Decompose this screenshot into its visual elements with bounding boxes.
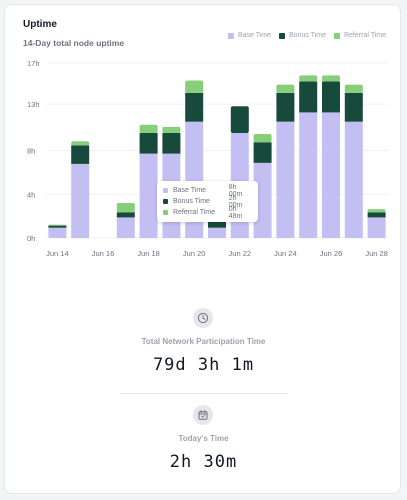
bar-segment-base-time <box>116 217 135 238</box>
tooltip-label-base: Base Time <box>172 187 207 194</box>
network-time-value: 79d 3h 1m <box>152 355 255 375</box>
bar-segment-base-time <box>344 121 363 238</box>
bar-segment-base-time <box>71 163 90 238</box>
bar-segment-referral-time <box>276 84 295 93</box>
bar-segment-base-time <box>299 112 318 238</box>
network-time-label: Total Network Participation Time <box>141 337 266 346</box>
x-tick-label: Jun 24 <box>274 249 297 258</box>
bar-segment-bonus-time <box>253 142 272 163</box>
bar-segment-referral-time <box>185 80 204 93</box>
card-title: Uptime <box>23 19 57 30</box>
bar-segment-base-time <box>208 227 226 238</box>
uptime-bar-chart: 17h 13h 8h 4h 0h Jun 14 Jun 16 Jun 18 Jun 20 Jun … <box>27 59 388 258</box>
bar-segment-base-time <box>253 162 272 238</box>
bar-segment-bonus-time <box>185 92 204 122</box>
tooltip-label-referral: Referral Time <box>172 209 215 216</box>
tooltip-swatch-referral <box>163 210 168 215</box>
bar-segment-bonus-time <box>344 92 363 122</box>
today-time-value: 2h 30m <box>169 452 238 472</box>
legend-swatch-referral <box>333 32 340 39</box>
bar-segment-referral-time <box>71 141 90 146</box>
x-tick-label: Jun 26 <box>320 249 343 258</box>
bar-segment-bonus-time <box>71 145 90 164</box>
bar-segment-referral-time <box>322 75 340 82</box>
bar-segment-base-time <box>276 121 295 238</box>
y-tick-label: 4h <box>27 190 35 199</box>
tooltip-row-base: Base Time 8h 00m <box>163 183 252 198</box>
uptime-card: Uptime 14-Day total node uptime Base Tim… <box>4 4 401 494</box>
y-tick-label: 17h <box>27 59 40 68</box>
bar-segment-bonus-time <box>299 81 318 113</box>
tooltip-value-base: 8h 00m <box>228 183 243 198</box>
legend-label-bonus: Bonus Time <box>289 32 326 39</box>
tooltip-value-bonus: 2h 00m <box>228 194 243 209</box>
tooltip-value-referral: 0h 48m <box>228 205 243 220</box>
legend-swatch-bonus <box>279 32 286 39</box>
clock-icon <box>193 308 213 328</box>
bar-segment-base-time <box>48 227 67 238</box>
card-subtitle: 14-Day total node uptime <box>23 38 125 48</box>
legend-item-bonus[interactable]: Bonus Time <box>279 32 326 39</box>
stats-divider <box>120 393 288 394</box>
bar-segment-base-time <box>322 112 340 238</box>
bar-segment-referral-time <box>139 124 158 133</box>
tooltip-label-bonus: Bonus Time <box>172 198 210 205</box>
bar-segment-referral-time <box>253 134 272 143</box>
bar-segment-base-time <box>139 153 158 238</box>
chart-legend: Base Time Bonus Time Referral Time <box>227 32 386 39</box>
bar-segment-bonus-time <box>322 81 340 113</box>
bar-segment-bonus-time <box>208 221 226 228</box>
bar-segment-bonus-time <box>230 106 249 133</box>
x-tick-label: Jun 18 <box>137 249 160 258</box>
y-tick-label: 0h <box>27 234 35 243</box>
y-tick-label: 13h <box>27 100 40 109</box>
legend-swatch-base <box>227 32 234 39</box>
bar-segment-referral-time <box>162 126 181 133</box>
x-tick-label: Jun 28 <box>365 249 388 258</box>
bar-segment-base-time <box>367 217 386 238</box>
bar-segment-referral-time <box>48 224 67 226</box>
tooltip-swatch-base <box>163 188 168 193</box>
bar-segment-referral-time <box>116 203 135 213</box>
bar-segment-referral-time <box>344 84 363 93</box>
x-tick-label: Jun 16 <box>92 249 115 258</box>
tooltip-swatch-bonus <box>163 199 168 204</box>
legend-label-referral: Referral Time <box>343 32 386 39</box>
bar-segment-referral-time <box>367 209 386 213</box>
x-tick-label: Jun 14 <box>46 249 69 258</box>
bar-segment-referral-time <box>299 75 318 82</box>
legend-item-base[interactable]: Base Time <box>227 32 272 39</box>
y-tick-label: 8h <box>27 147 35 156</box>
bar-segment-bonus-time <box>139 133 158 154</box>
bar-segment-bonus-time <box>48 225 67 228</box>
today-time-label: Today's Time <box>178 434 229 443</box>
bar-segment-bonus-time <box>116 212 135 218</box>
bar-segment-bonus-time <box>162 133 181 154</box>
bar-segment-bonus-time <box>367 212 386 218</box>
chart-tooltip: Base Time 8h 00m Bonus Time 2h 00m Refer… <box>157 181 258 222</box>
bar-segment-bonus-time <box>276 92 295 122</box>
legend-label-base: Base Time <box>237 32 272 39</box>
tooltip-row-bonus: Bonus Time 2h 00m <box>163 194 252 209</box>
calendar-icon <box>193 405 213 425</box>
legend-item-referral[interactable]: Referral Time <box>333 32 386 39</box>
x-tick-label: Jun 20 <box>183 249 206 258</box>
x-tick-label: Jun 22 <box>229 249 252 258</box>
tooltip-row-referral: Referral Time 0h 48m <box>163 205 252 220</box>
